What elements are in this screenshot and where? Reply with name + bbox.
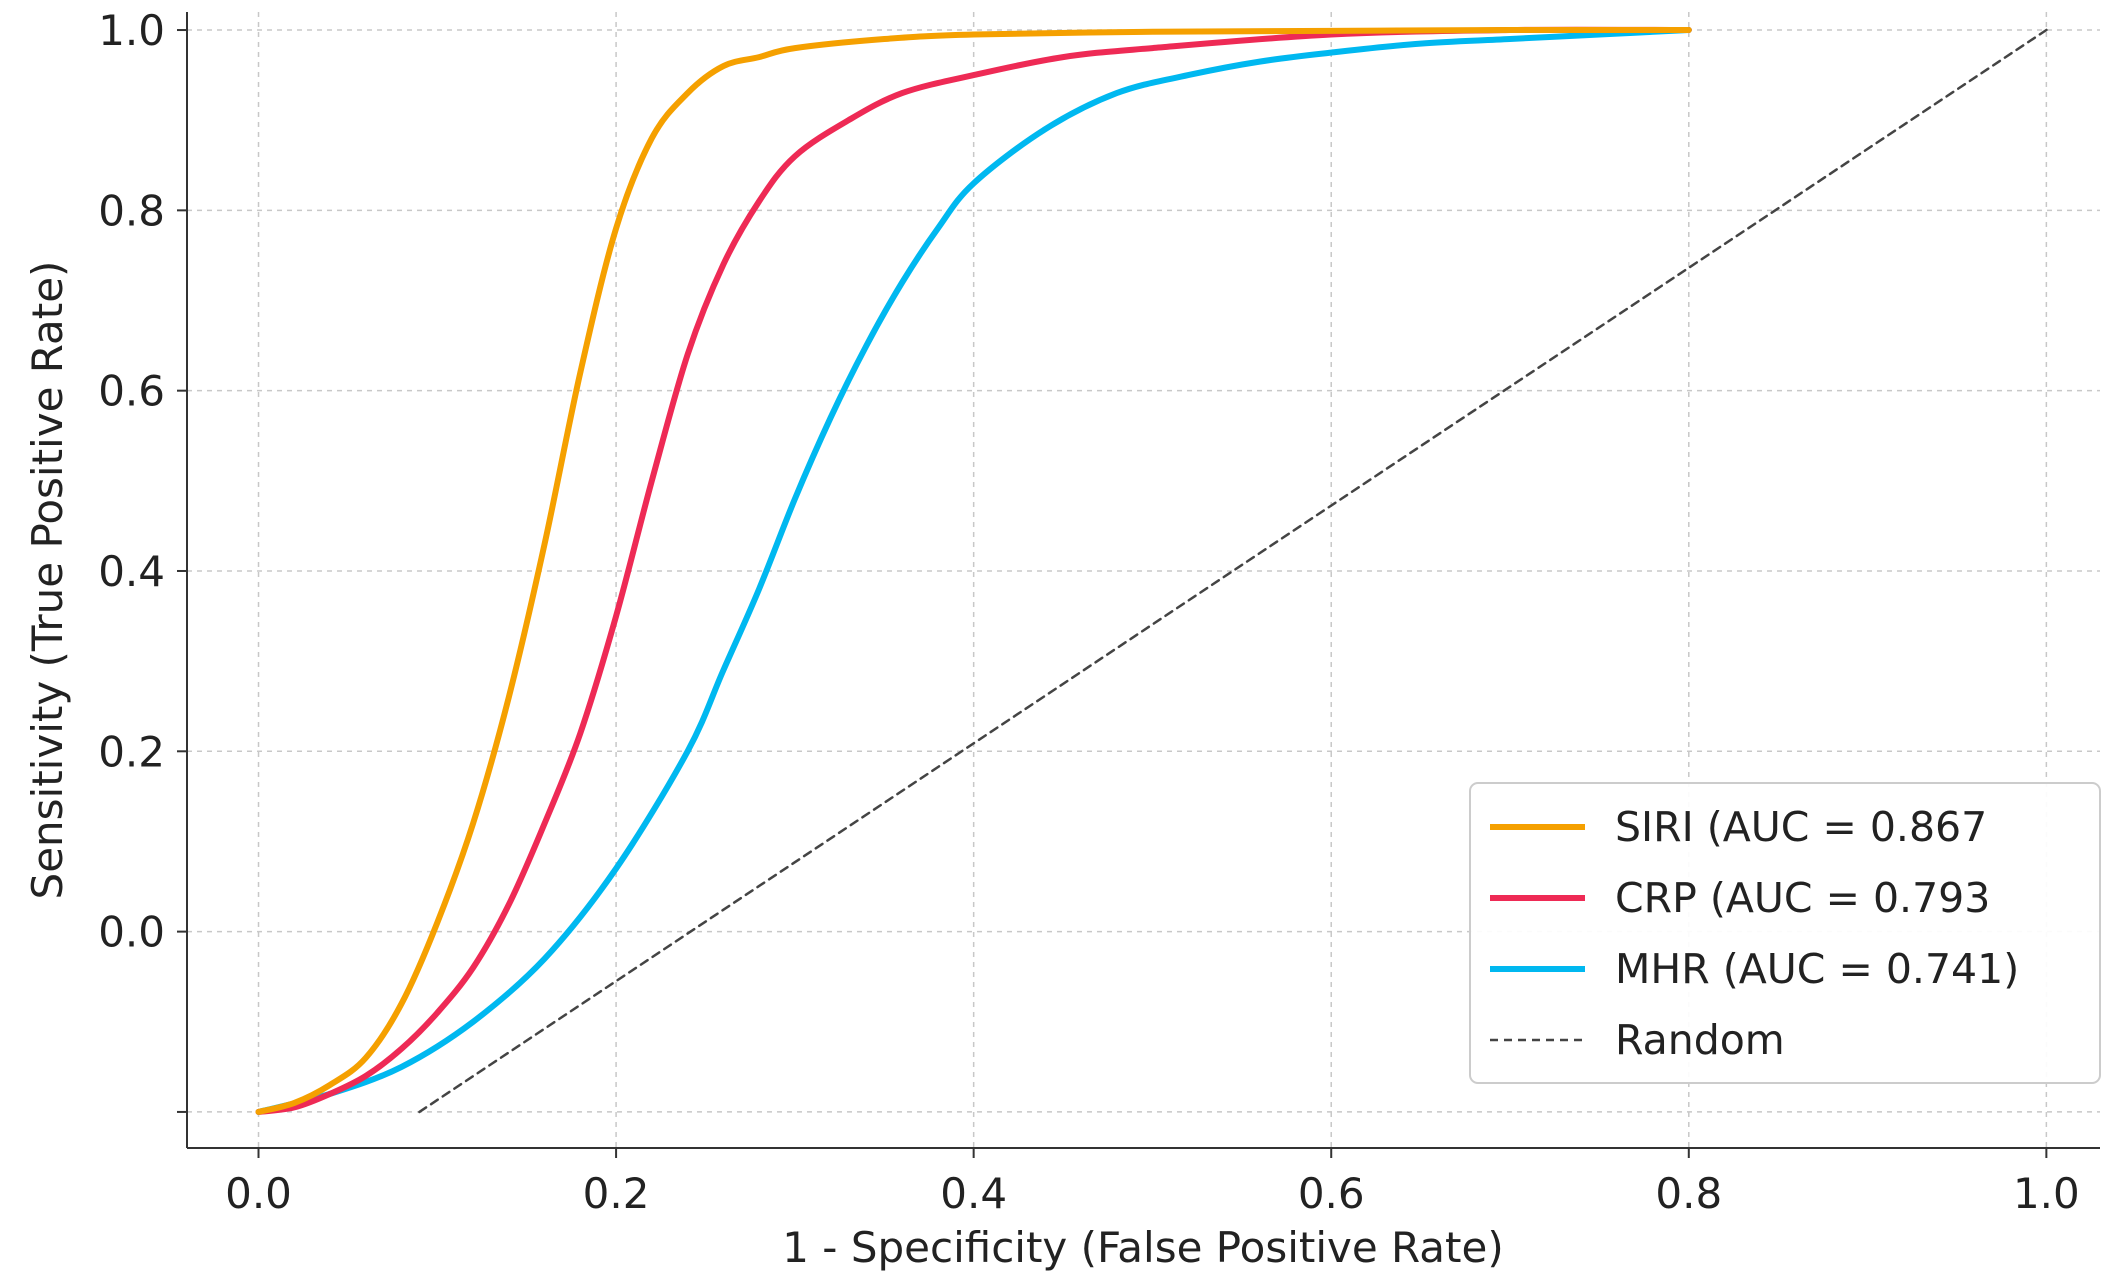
axes-layer xyxy=(186,12,2100,1149)
y-tick-label: 0.6 xyxy=(98,367,165,416)
legend-label-mhr: MHR (AUC = 0.741) xyxy=(1615,945,2019,993)
ticks-layer: 0.0 0.2 0.4 0.6 0.8 1.0 0.0 0.2 0.4 0.6 0.8 1.0 xyxy=(98,6,2080,1218)
y-tick-label: 0.8 xyxy=(98,186,165,235)
series-layer xyxy=(255,26,2048,1115)
series-line-crp xyxy=(255,26,1692,1115)
legend-label-random: Random xyxy=(1615,1016,1785,1064)
series-line-random xyxy=(418,28,2048,1114)
x-tick-label: 0.4 xyxy=(940,1169,1007,1218)
y-axis-label: Sensitivity (True Positive Rate) xyxy=(23,261,72,900)
legend-label-crp: CRP (AUC = 0.793 xyxy=(1615,874,1990,922)
legend-items: SIRI (AUC = 0.867 CRP (AUC = 0.793 MHR (AU… xyxy=(1490,803,2019,1064)
x-tick-label: 1.0 xyxy=(2013,1169,2080,1218)
y-tick-label: 1.0 xyxy=(98,6,165,55)
y-tick-label: 0.4 xyxy=(98,547,165,596)
legend-label-siri: SIRI (AUC = 0.867 xyxy=(1615,803,1987,851)
x-axis-label: 1 - Specificity (False Positive Rate) xyxy=(782,1223,1504,1272)
series-line-mhr xyxy=(255,27,1692,1115)
x-tick-label: 0.2 xyxy=(583,1169,650,1218)
x-tick-label: 0.6 xyxy=(1298,1169,1365,1218)
legend-frame xyxy=(1469,782,2101,1084)
series-line-siri xyxy=(255,26,1692,1115)
x-tick-label: 0.8 xyxy=(1655,1169,1722,1218)
legend: SIRI (AUC = 0.867 CRP (AUC = 0.793 MHR (AU… xyxy=(1469,782,2101,1084)
x-tick-label: 0.0 xyxy=(225,1169,292,1218)
y-tick-label: 0.2 xyxy=(98,727,165,776)
y-tick-label: 0.0 xyxy=(98,908,165,957)
